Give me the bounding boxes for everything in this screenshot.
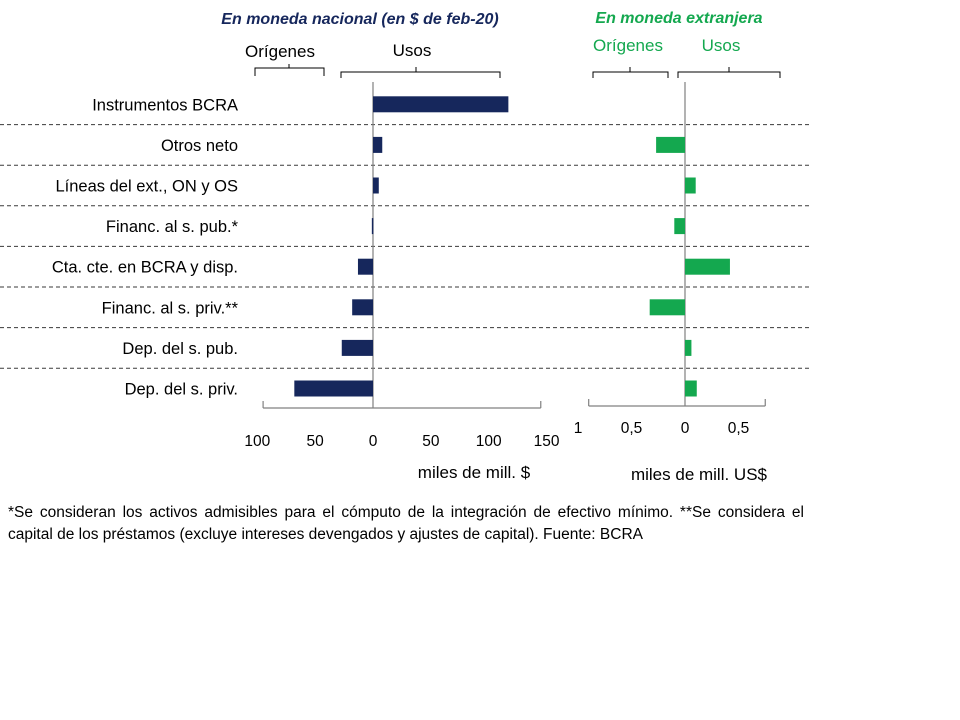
foreign-chart-title: En moneda extranjera <box>595 10 762 27</box>
foreign-bar <box>685 339 692 356</box>
national-tick-label: 150 <box>534 433 560 450</box>
national-uses-label: Usos <box>393 41 432 60</box>
category-label: Otros neto <box>161 137 238 155</box>
footnote: *Se consideran los activos admisibles pa… <box>8 504 804 543</box>
foreign-bar <box>656 136 685 153</box>
category-label: Cta. cte. en BCRA y disp. <box>52 259 238 277</box>
category-label: Líneas del ext., ON y OS <box>56 178 239 196</box>
foreign-tick-label: 0,5 <box>728 420 750 437</box>
foreign-bar <box>685 177 696 194</box>
national-tick-label: 100 <box>476 433 502 450</box>
category-label: Financ. al s. pub.* <box>106 218 239 236</box>
foreign-bar <box>685 258 730 275</box>
national-bar <box>294 380 373 397</box>
national-uses-bracket <box>340 67 501 78</box>
national-bar <box>341 339 373 356</box>
foreign-uses-bracket <box>677 67 781 78</box>
national-axis-unit: miles de mill. $ <box>418 463 531 482</box>
national-bar <box>373 96 509 113</box>
foreign-bar <box>649 299 685 316</box>
national-bar <box>357 258 373 275</box>
foreign-tick-label: 0,5 <box>621 420 643 437</box>
national-tick-label: 0 <box>369 433 378 450</box>
category-label: Dep. del s. pub. <box>122 340 238 358</box>
category-label: Dep. del s. priv. <box>125 381 238 399</box>
category-labels: Instrumentos BCRA Otros neto Líneas del ex… <box>52 96 239 398</box>
foreign-tick-label: 0 <box>681 420 690 437</box>
national-currency-chart: 100 50 0 50 100 150 <box>244 82 560 450</box>
national-bar <box>373 136 383 153</box>
national-bar <box>352 299 373 316</box>
national-chart-title: En moneda nacional (en $ de feb-20) <box>221 11 498 28</box>
foreign-origins-label: Orígenes <box>593 36 663 55</box>
foreign-uses-label: Usos <box>702 36 741 55</box>
foreign-bar <box>674 218 685 235</box>
foreign-tick-label: 1 <box>574 420 583 437</box>
national-tick-label: 50 <box>422 433 440 450</box>
category-label: Financ. al s. priv.** <box>102 299 239 317</box>
national-origins-label: Orígenes <box>245 42 315 61</box>
national-origins-bracket <box>254 64 325 76</box>
row-dividers <box>0 124 810 369</box>
foreign-currency-chart: 1 0,5 0 0,5 <box>574 82 766 437</box>
category-label: Instrumentos BCRA <box>92 96 238 114</box>
foreign-bar <box>685 380 697 397</box>
foreign-origins-bracket <box>592 67 669 78</box>
national-tick-label: 50 <box>307 433 325 450</box>
national-tick-label: 100 <box>244 433 270 450</box>
foreign-axis-unit: miles de mill. US$ <box>631 465 768 484</box>
national-bar <box>373 177 379 194</box>
national-bar <box>371 218 374 235</box>
